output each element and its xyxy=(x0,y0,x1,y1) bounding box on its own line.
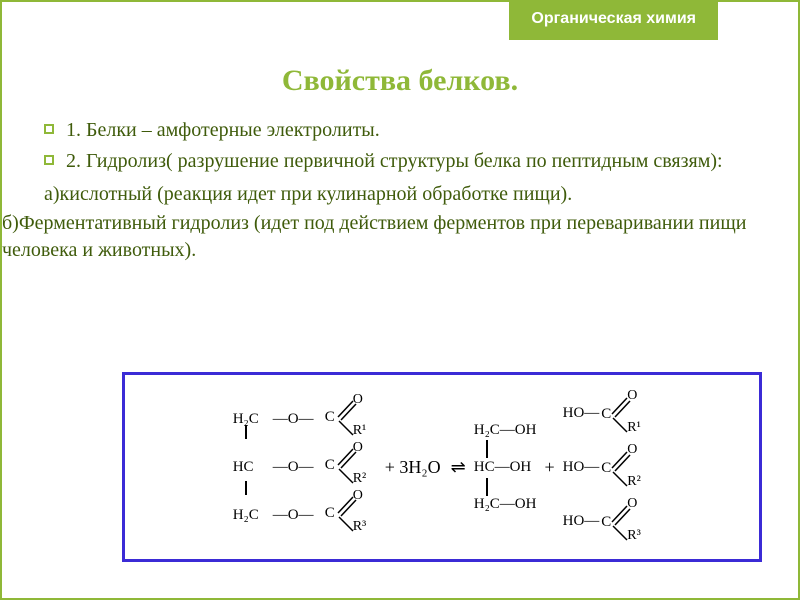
fatty-acids: HO— C O R¹ HO— C O R² HO— xyxy=(563,390,652,544)
glycerol: H₂C—OH HC—OH H₂C—OH xyxy=(474,422,537,513)
acid-row: HO— C O R³ xyxy=(563,498,652,544)
glycerol-line: H₂C—OH xyxy=(474,496,537,513)
chain-label: H₂C xyxy=(233,507,273,524)
carbonyl: C O R¹ xyxy=(325,395,377,443)
content-area: 1. Белки – амфотерные электролиты. 2. Ги… xyxy=(2,117,768,264)
acid-row: HO— C O R² xyxy=(563,444,652,490)
list-item: 2. Гидролиз( разрушение первичной структ… xyxy=(2,148,768,175)
plus-sign: + xyxy=(542,457,556,478)
acid-row: HO— C O R¹ xyxy=(563,390,652,436)
reaction-box: H₂C —O— C O R¹ HC —O— C O R² xyxy=(122,372,762,562)
chain-label: H₂C xyxy=(233,411,273,428)
list-item: 1. Белки – амфотерные электролиты. xyxy=(2,117,768,144)
carbonyl: C O R² xyxy=(325,443,377,491)
sub-text-b: б)Ферментативный гидролиз (идет под дейс… xyxy=(2,210,768,264)
bullet-icon xyxy=(44,155,54,165)
ester-row: H₂C —O— C O R³ xyxy=(233,491,377,539)
reaction-row: H₂C —O— C O R¹ HC —O— C O R² xyxy=(233,390,652,544)
glycerol-line: H₂C—OH xyxy=(474,422,537,439)
list-text: 2. Гидролиз( разрушение первичной структ… xyxy=(66,148,768,175)
oc-label: —O— xyxy=(273,411,325,428)
top-bar: Органическая химия xyxy=(2,2,798,40)
carbonyl: C O R³ xyxy=(325,491,377,539)
ester-row: HC —O— C O R² xyxy=(233,443,377,491)
section-tab: Органическая химия xyxy=(509,2,718,40)
oc-label: —O— xyxy=(273,507,325,524)
chain-label: HC xyxy=(233,459,273,476)
equilibrium-arrow: ⇌ xyxy=(449,457,468,478)
slide-title: Свойства белков. xyxy=(2,64,798,98)
list-text: 1. Белки – амфотерные электролиты. xyxy=(66,117,768,144)
glycerol-line: HC—OH xyxy=(474,459,537,476)
sub-text-a: а)кислотный (реакция идет при кулинарной… xyxy=(2,181,768,208)
ester-row: H₂C —O— C O R¹ xyxy=(233,395,377,443)
oc-label: —O— xyxy=(273,459,325,476)
bullet-icon xyxy=(44,124,54,134)
plus-water: + 3H₂O xyxy=(383,457,443,478)
triglyceride: H₂C —O— C O R¹ HC —O— C O R² xyxy=(233,395,377,539)
